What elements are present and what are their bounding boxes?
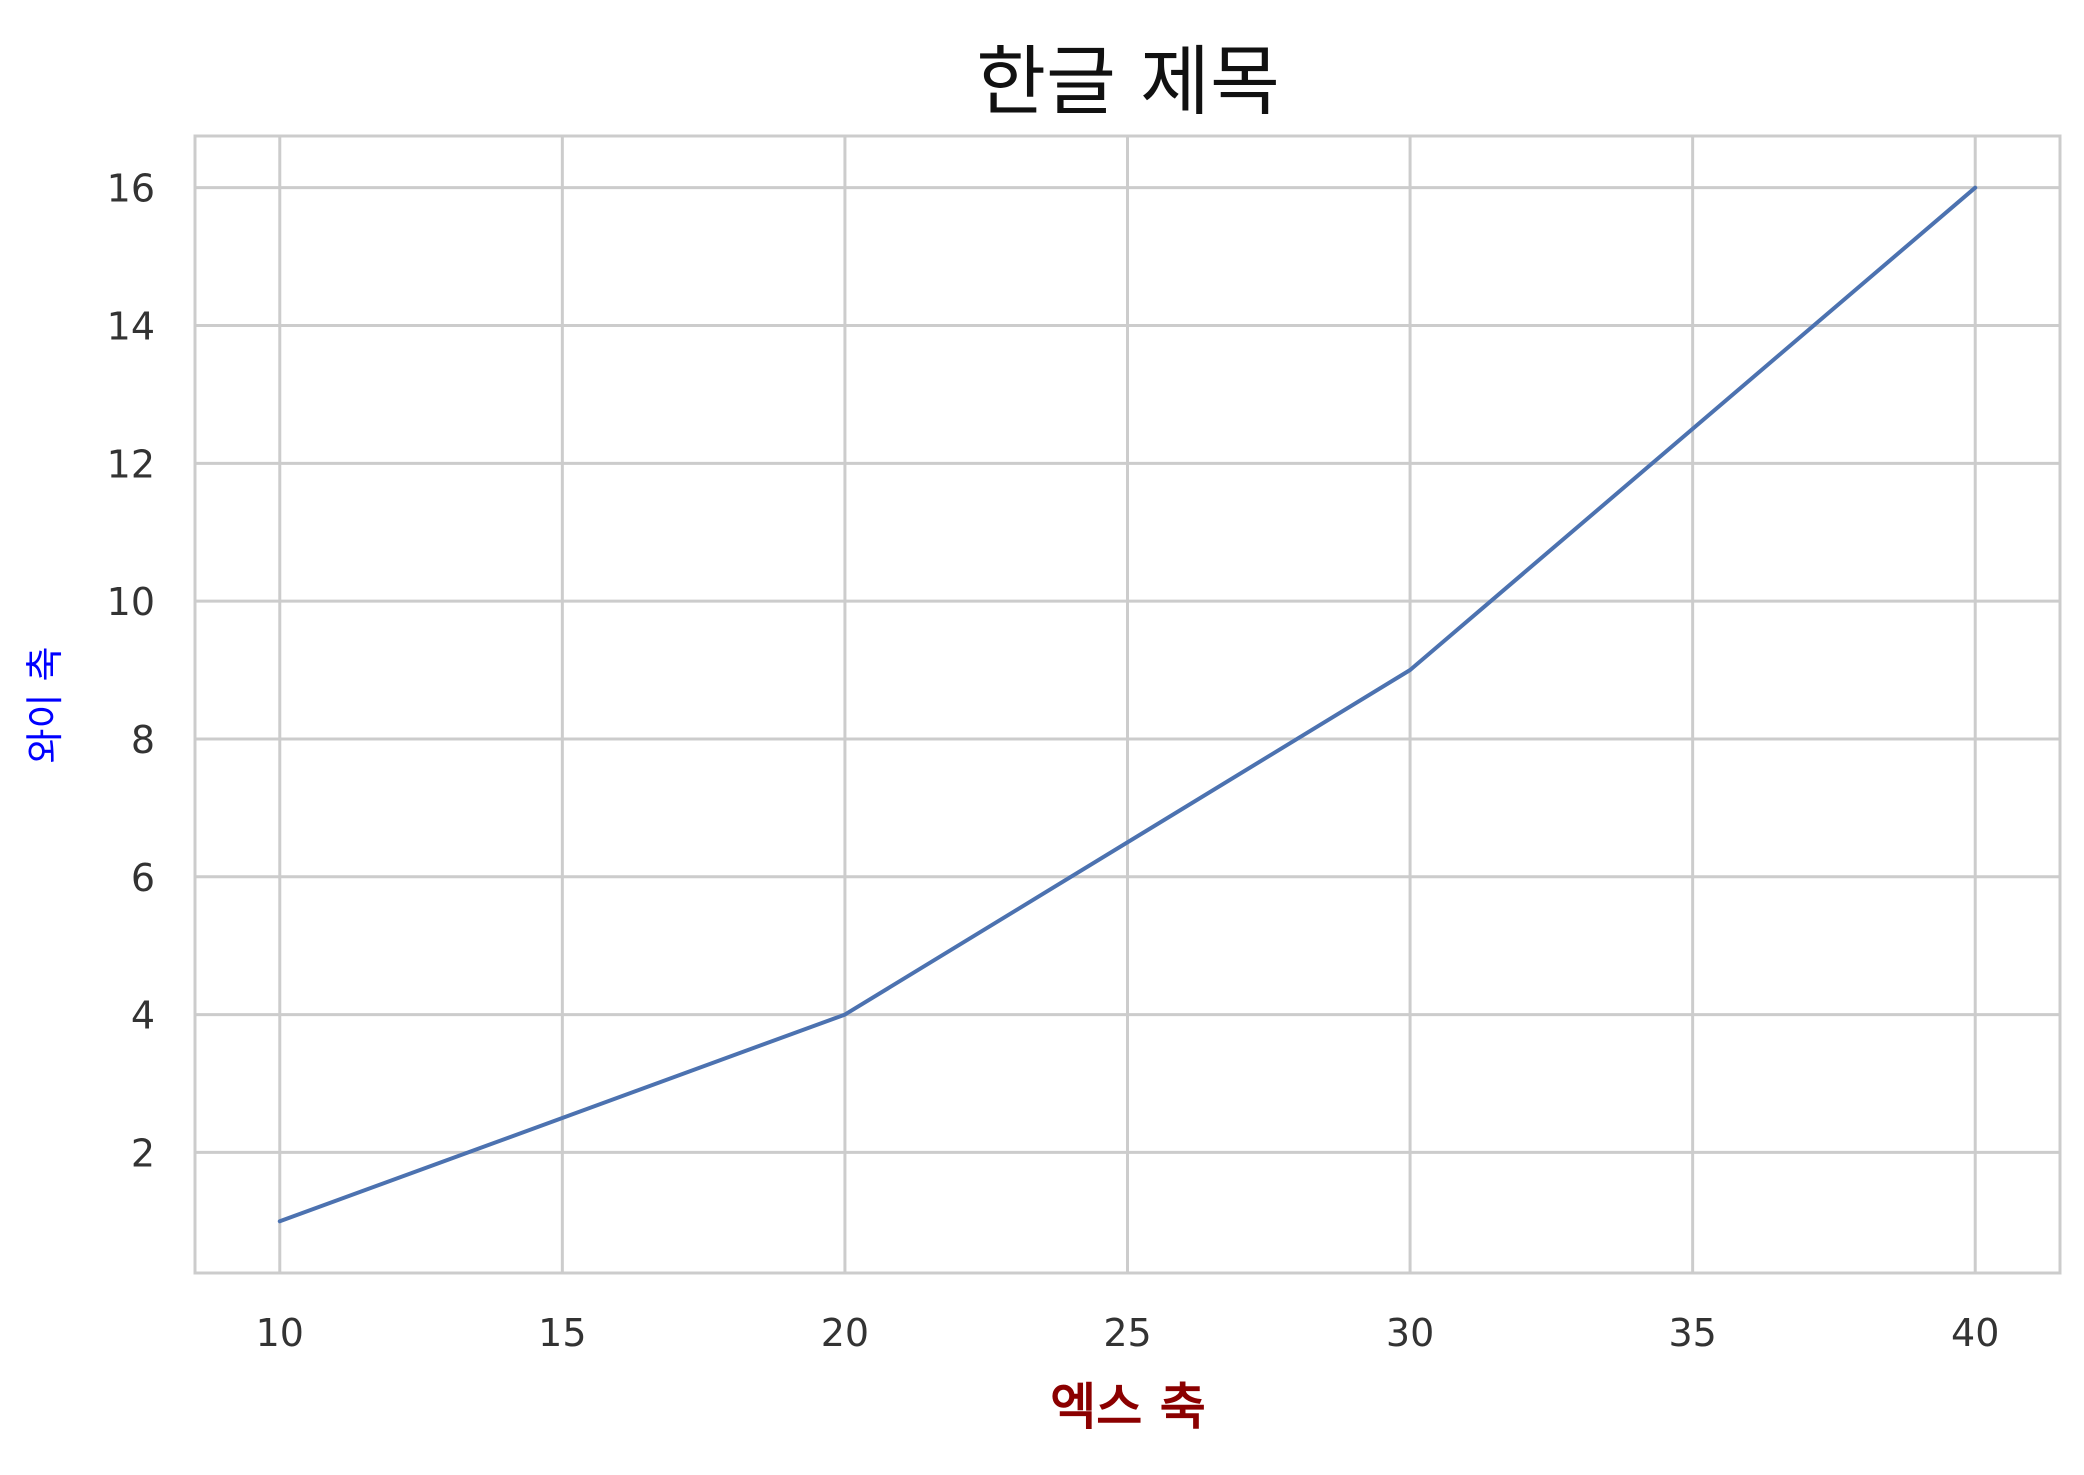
x-axis-label: 엑스 축: [1050, 1378, 1205, 1436]
series-group: [277, 185, 1978, 1224]
y-tick-label: 12: [107, 442, 155, 486]
y-tick-label: 2: [131, 1131, 155, 1175]
x-tick-labels: 10 15 20 25 30 35 40: [256, 1311, 2000, 1355]
y-tick-labels: 2 4 6 8 10 12 14 16: [107, 167, 155, 1176]
y-tick-label: 10: [107, 580, 155, 624]
x-tick-label: 25: [1103, 1311, 1151, 1355]
x-tick-label: 15: [538, 1311, 586, 1355]
y-tick-label: 4: [131, 994, 155, 1038]
chart-title: 한글 제목: [976, 37, 1280, 126]
grid-lines: [195, 136, 2060, 1273]
y-tick-label: 8: [131, 718, 155, 762]
y-tick-label: 6: [131, 856, 155, 900]
x-tick-label: 30: [1386, 1311, 1434, 1355]
x-tick-label: 35: [1668, 1311, 1716, 1355]
plot-frame: [193, 134, 2062, 1275]
y-tick-label: 14: [107, 305, 155, 349]
x-tick-label: 40: [1951, 1311, 1999, 1355]
x-tick-label: 20: [821, 1311, 869, 1355]
y-tick-label: 16: [107, 167, 155, 211]
x-tick-label: 10: [256, 1311, 304, 1355]
y-axis-label: 와이 축: [23, 647, 67, 764]
series-line: [277, 185, 1978, 1224]
